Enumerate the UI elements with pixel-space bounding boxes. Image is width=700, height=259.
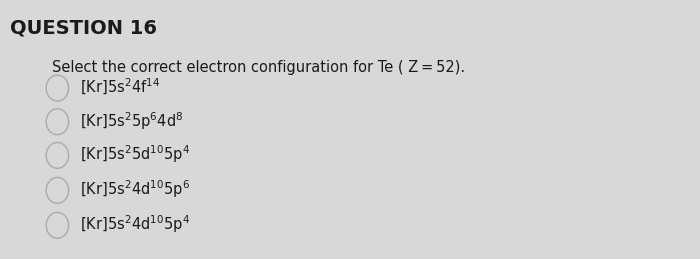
Text: [Kr]5s$^{2}$5d$^{10}$5p$^{4}$: [Kr]5s$^{2}$5d$^{10}$5p$^{4}$ <box>80 144 190 166</box>
Text: [Kr]5s$^{2}$4d$^{10}$5p$^{6}$: [Kr]5s$^{2}$4d$^{10}$5p$^{6}$ <box>80 179 190 200</box>
Text: QUESTION 16: QUESTION 16 <box>10 18 158 37</box>
Text: [Kr]5s$^{2}$4d$^{10}$5p$^{4}$: [Kr]5s$^{2}$4d$^{10}$5p$^{4}$ <box>80 214 190 235</box>
Text: [Kr]5s$^{2}$4f$^{14}$: [Kr]5s$^{2}$4f$^{14}$ <box>80 76 160 97</box>
Text: [Kr]5s$^{2}$5p$^{6}$4d$^{8}$: [Kr]5s$^{2}$5p$^{6}$4d$^{8}$ <box>80 110 184 132</box>
Text: Select the correct electron configuration for Te ( Z = 52).: Select the correct electron configuratio… <box>52 60 466 75</box>
